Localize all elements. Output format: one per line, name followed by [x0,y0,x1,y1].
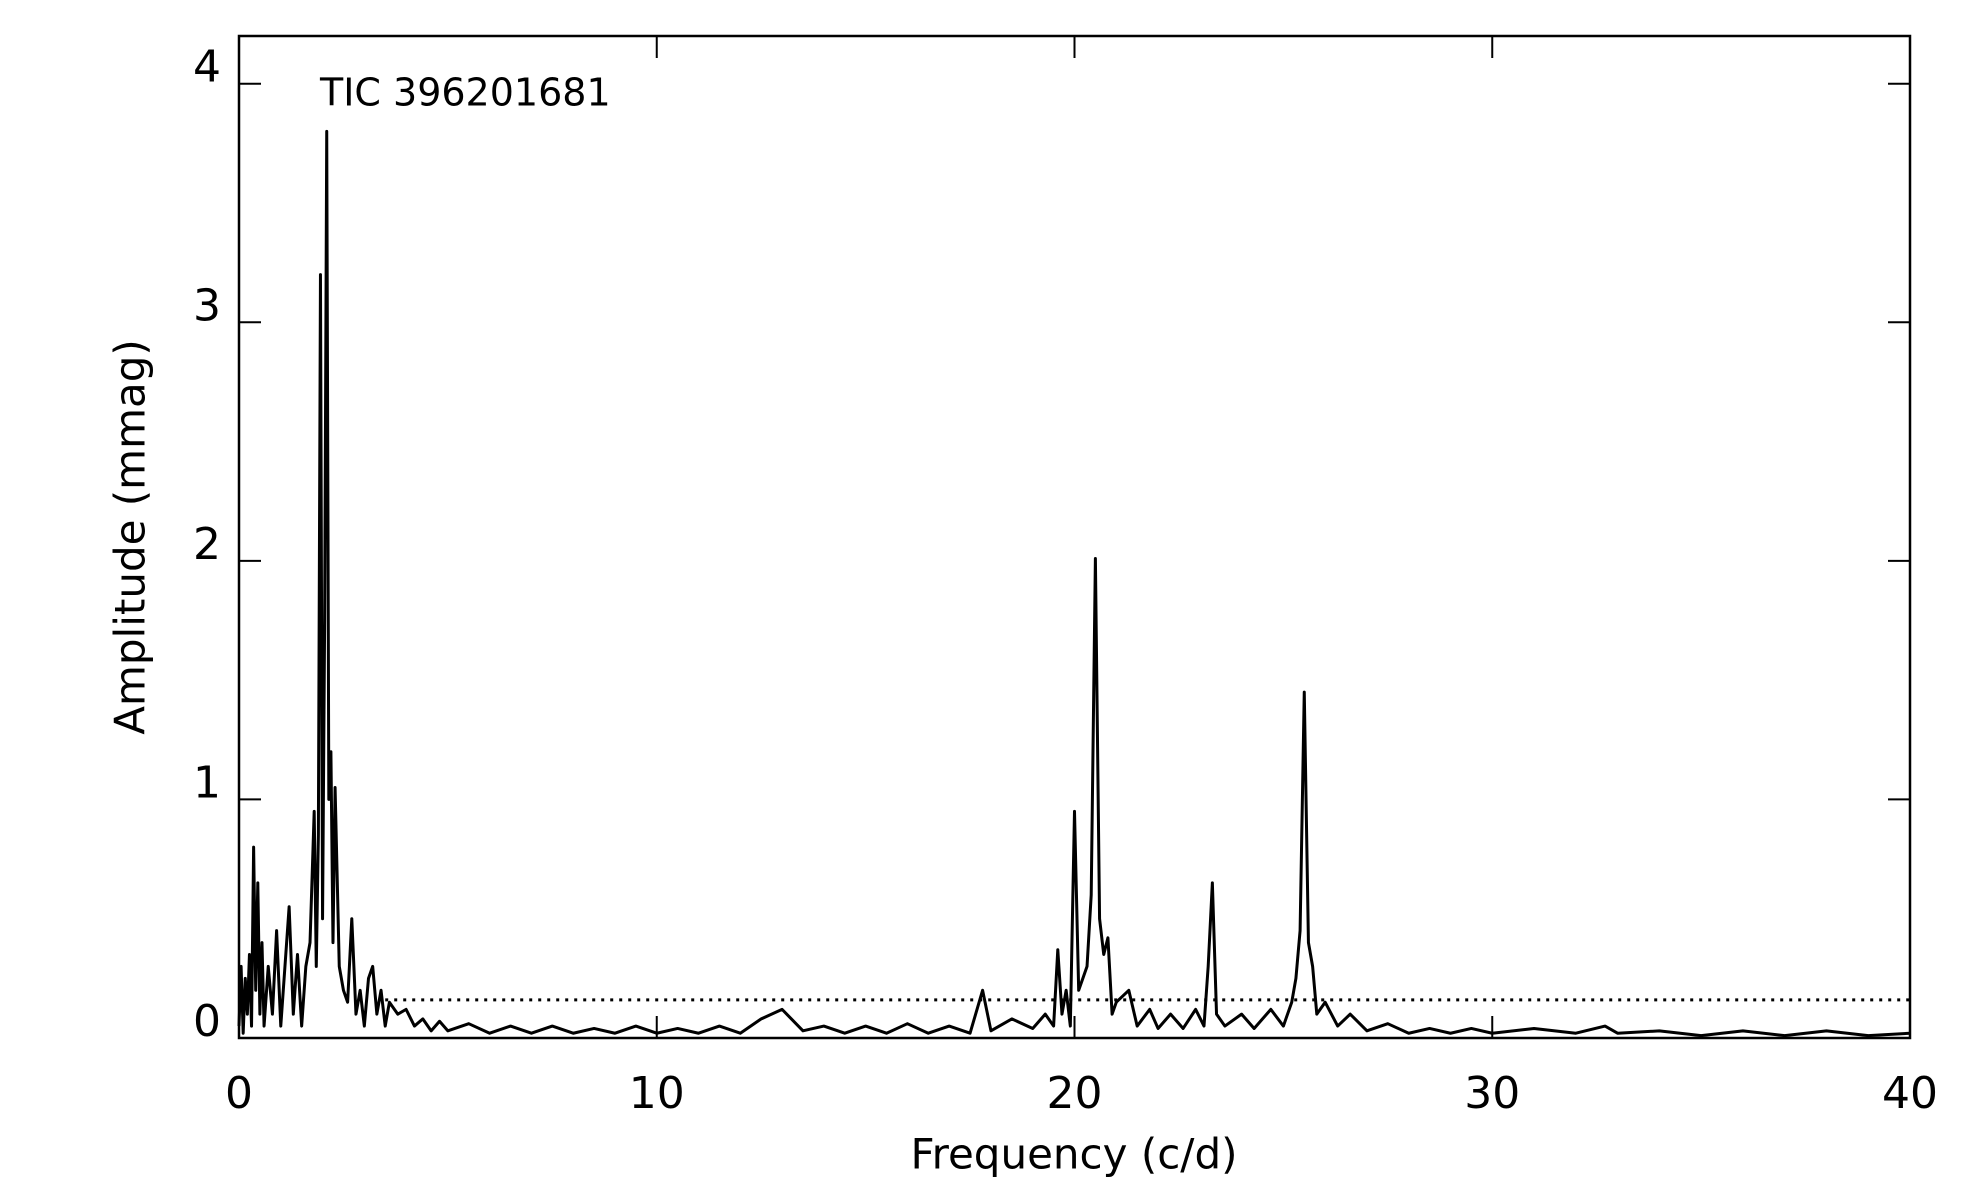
y-axis-label: Amplitude (mmag) [106,339,155,735]
annotation: TIC 396201681 [319,71,611,115]
y-tick-label: 0 [193,996,221,1047]
x-tick-label: 10 [629,1068,685,1119]
x-tick-label: 0 [225,1068,253,1119]
y-tick-label: 2 [193,519,221,570]
y-tick-label: 1 [193,757,221,808]
plot-frame [237,34,1912,1040]
x-tick-label: 40 [1882,1068,1938,1119]
x-tick-label: 20 [1047,1068,1103,1119]
y-tick-label: 4 [193,42,221,93]
x-axis-label: Frequency (c/d) [911,1130,1238,1179]
y-tick-label: 3 [193,280,221,331]
spectrum-line [237,129,1911,1038]
x-tick-label: 30 [1464,1068,1520,1119]
